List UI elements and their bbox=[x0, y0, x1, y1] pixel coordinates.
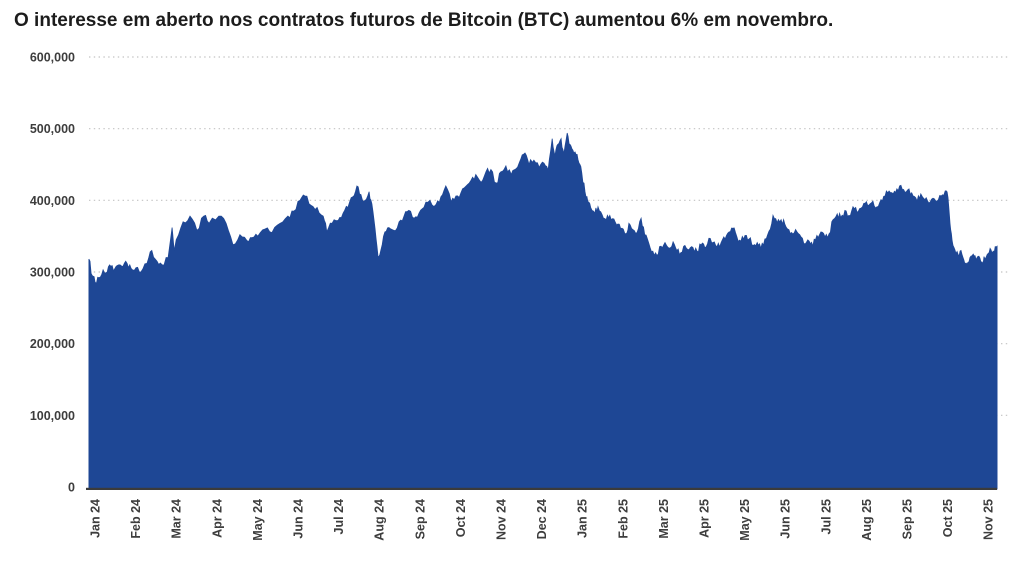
svg-text:Feb 24: Feb 24 bbox=[129, 499, 143, 539]
svg-text:Aug 25: Aug 25 bbox=[860, 499, 874, 541]
svg-text:0: 0 bbox=[68, 481, 75, 495]
svg-text:Jan 25: Jan 25 bbox=[576, 499, 590, 538]
x-axis-labels: Jan 24 Feb 24 Mar 24 Apr 24 May 24 Jun 24 Jul … bbox=[89, 499, 996, 541]
svg-text:Aug 24: Aug 24 bbox=[373, 499, 387, 541]
svg-text:Apr 24: Apr 24 bbox=[210, 499, 224, 538]
svg-text:Mar 25: Mar 25 bbox=[657, 499, 671, 539]
svg-text:200,000: 200,000 bbox=[30, 337, 75, 351]
svg-text:100,000: 100,000 bbox=[30, 409, 75, 423]
svg-text:600,000: 600,000 bbox=[30, 51, 75, 65]
svg-text:500,000: 500,000 bbox=[30, 122, 75, 136]
svg-text:Apr 25: Apr 25 bbox=[698, 499, 712, 538]
svg-text:Jul 24: Jul 24 bbox=[332, 499, 346, 534]
svg-text:Feb 25: Feb 25 bbox=[616, 499, 630, 539]
y-axis-labels: 0 100,000 200,000 300,000 400,000 500,000 600,… bbox=[30, 51, 75, 495]
svg-text:Jun 24: Jun 24 bbox=[292, 499, 306, 539]
svg-text:Jun 25: Jun 25 bbox=[779, 499, 793, 539]
svg-text:300,000: 300,000 bbox=[30, 266, 75, 280]
svg-text:May 25: May 25 bbox=[738, 499, 752, 541]
svg-text:Nov 24: Nov 24 bbox=[495, 499, 509, 540]
area-series bbox=[88, 132, 998, 490]
svg-text:Oct 24: Oct 24 bbox=[454, 499, 468, 537]
svg-text:Jan 24: Jan 24 bbox=[89, 499, 103, 538]
svg-text:Nov 25: Nov 25 bbox=[982, 499, 996, 540]
svg-text:Sep 24: Sep 24 bbox=[413, 499, 427, 539]
svg-text:400,000: 400,000 bbox=[30, 194, 75, 208]
svg-text:Jul 25: Jul 25 bbox=[819, 499, 833, 534]
svg-text:Sep 25: Sep 25 bbox=[901, 499, 915, 539]
svg-text:May 24: May 24 bbox=[251, 499, 265, 541]
svg-text:Mar 24: Mar 24 bbox=[170, 499, 184, 539]
svg-text:Oct 25: Oct 25 bbox=[941, 499, 955, 537]
x-axis-line bbox=[86, 487, 997, 490]
svg-text:Dec 24: Dec 24 bbox=[535, 499, 549, 539]
chart-title: O interesse em aberto nos contratos futu… bbox=[14, 10, 834, 31]
